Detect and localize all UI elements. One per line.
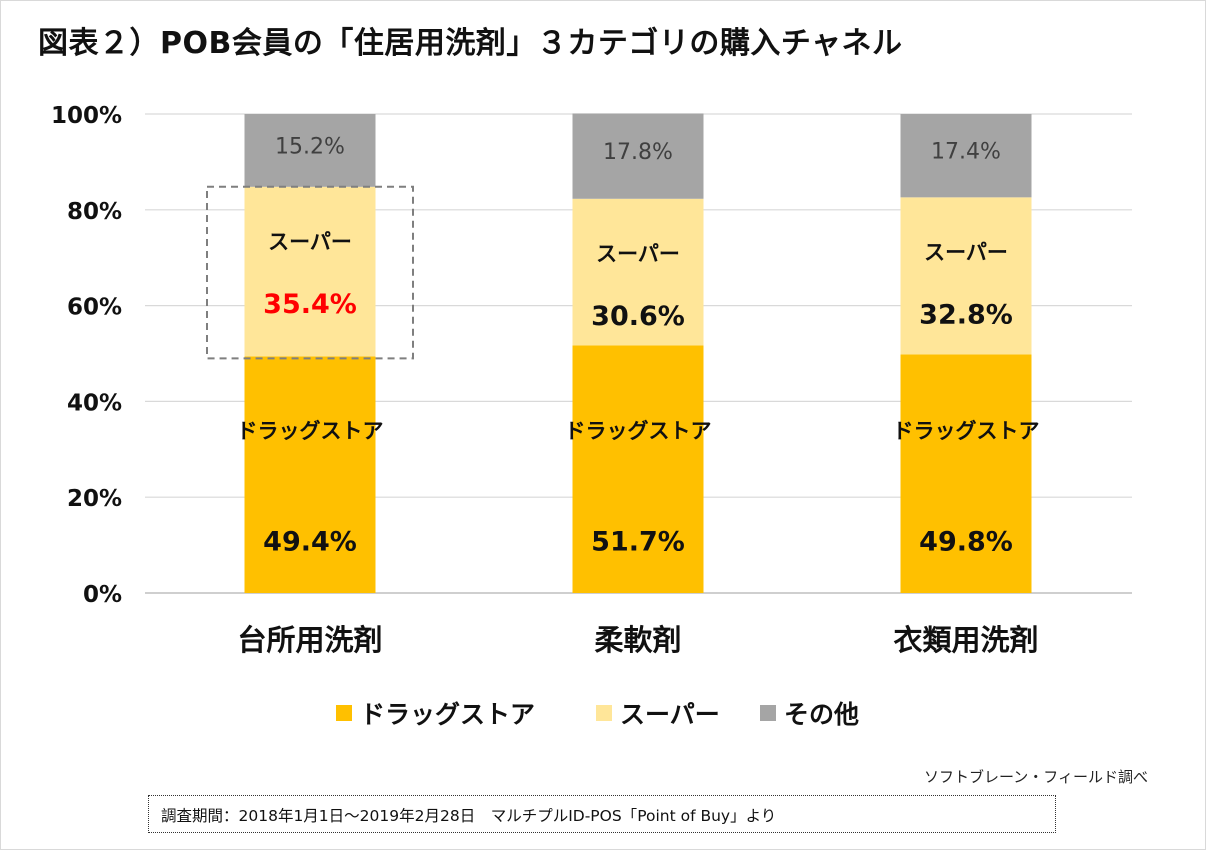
data-label: 35.4% [263, 289, 357, 320]
y-tick-label: 20% [67, 486, 122, 512]
legend-supermarket-swatch [596, 705, 612, 721]
bar-segment-drugstore [900, 354, 1032, 593]
legend-other-label: その他 [784, 700, 859, 729]
data-label: 49.8% [919, 526, 1013, 557]
segment-name-label: スーパー [268, 230, 352, 254]
bar-segment-other [244, 114, 376, 187]
chart-title: 図表２）POB会員の「住居用洗剤」３カテゴリの購入チャネル [38, 26, 903, 61]
survey-period-note: 調査期間：2018年1月1日～2019年2月28日 マルチプルID-POS「Po… [148, 795, 1056, 833]
bar-segment-supermarket [572, 198, 704, 346]
segment-name-label: スーパー [596, 242, 680, 266]
data-label: 30.6% [591, 301, 685, 332]
segment-name-label: ドラッグストア [565, 419, 712, 443]
x-category-label: 衣類用洗剤 [893, 623, 1038, 657]
y-tick-label: 100% [51, 103, 122, 129]
bar-segment-drugstore [244, 356, 376, 593]
highlight-box [206, 185, 414, 360]
legend-drugstore-label: ドラッグストア [360, 700, 535, 729]
legend-supermarket-label: スーパー [620, 700, 720, 729]
data-label: 15.2% [275, 134, 345, 159]
legend-drugstore-swatch [336, 705, 352, 721]
bar-segment-other [572, 113, 704, 199]
bar-segment-other [900, 114, 1032, 198]
legend-other-swatch [760, 705, 776, 721]
x-category-label: 柔軟剤 [594, 623, 681, 657]
data-label: 51.7% [591, 526, 685, 557]
bar-segment-supermarket [900, 197, 1032, 355]
y-tick-label: 80% [67, 199, 122, 225]
y-tick-label: 60% [67, 295, 122, 321]
bar-segment-supermarket [244, 186, 376, 357]
data-label: 17.8% [603, 140, 673, 165]
x-category-label: 台所用洗剤 [237, 623, 382, 657]
segment-name-label: スーパー [924, 240, 1008, 264]
source-note: ソフトブレーン・フィールド調べ [924, 768, 1148, 786]
data-label: 49.4% [263, 526, 357, 557]
segment-name-label: ドラッグストア [237, 419, 384, 443]
bar-segment-drugstore [572, 345, 704, 593]
y-tick-label: 40% [67, 390, 122, 416]
data-label: 17.4% [931, 140, 1001, 165]
segment-name-label: ドラッグストア [893, 419, 1040, 443]
y-tick-label: 0% [83, 582, 122, 608]
data-label: 32.8% [919, 299, 1013, 330]
